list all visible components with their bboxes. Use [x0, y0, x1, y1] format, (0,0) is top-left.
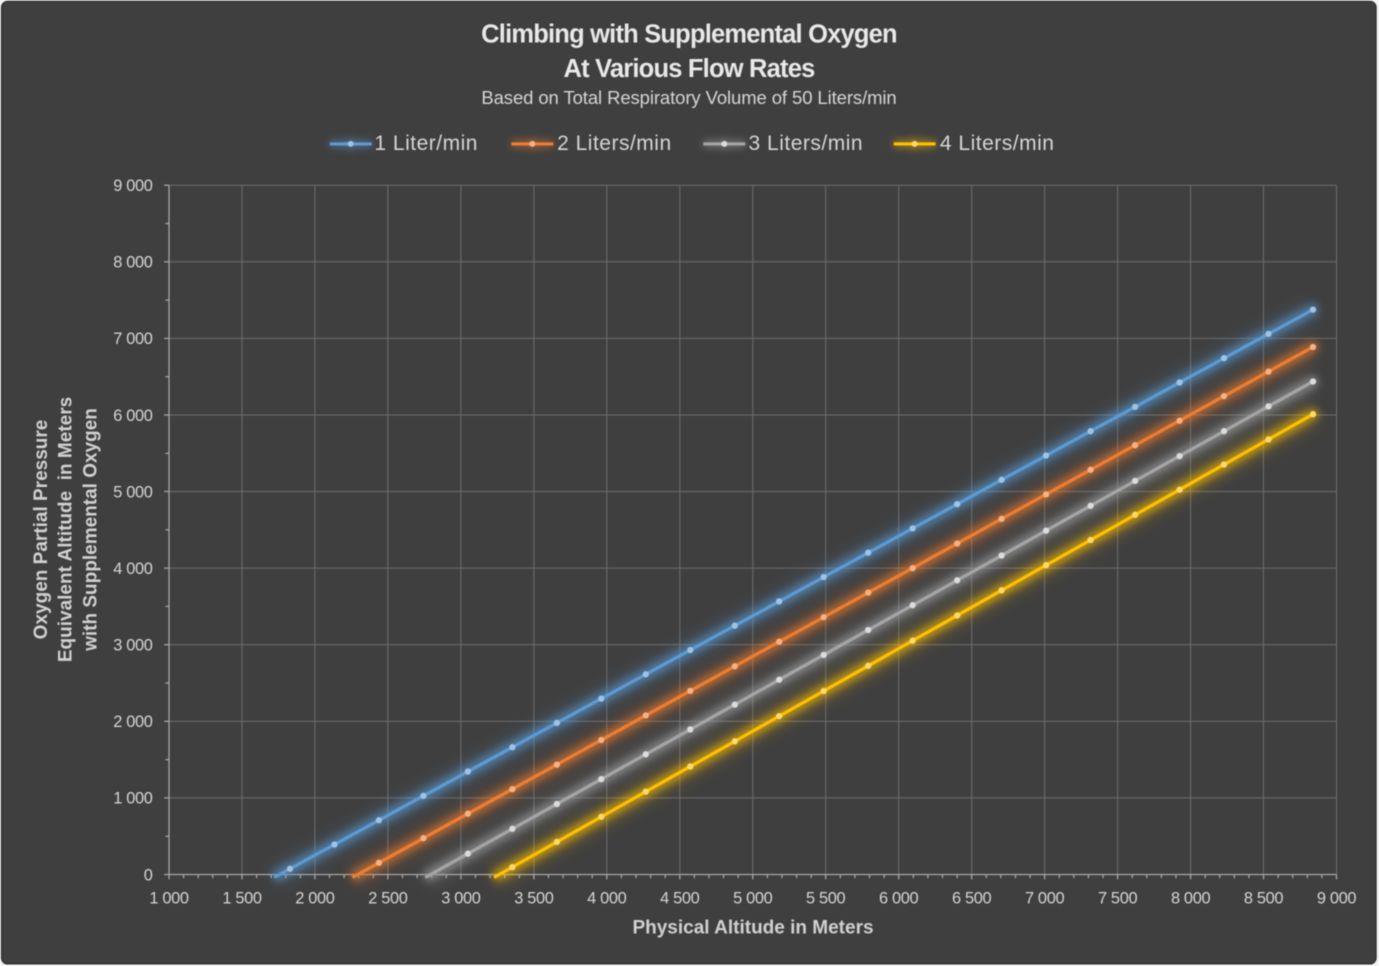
svg-text:4 500: 4 500 [660, 890, 700, 908]
svg-text:7 500: 7 500 [1098, 890, 1138, 908]
svg-text:Oxygen Partial Pressure: Oxygen Partial Pressure [31, 420, 52, 640]
svg-text:3 500: 3 500 [514, 890, 554, 908]
svg-text:4 000: 4 000 [113, 560, 153, 578]
svg-text:6 000: 6 000 [113, 407, 153, 425]
svg-text:4 Liters/min: 4 Liters/min [940, 132, 1055, 155]
svg-text:7 000: 7 000 [113, 330, 153, 348]
svg-text:2 000: 2 000 [113, 713, 153, 731]
svg-text:0: 0 [144, 866, 153, 884]
svg-text:1 000: 1 000 [149, 890, 189, 908]
svg-text:1 500: 1 500 [222, 890, 262, 908]
svg-text:5 500: 5 500 [806, 890, 846, 908]
svg-text:2 Liters/min: 2 Liters/min [557, 132, 672, 155]
svg-text:9 000: 9 000 [1317, 890, 1357, 908]
svg-text:8 500: 8 500 [1244, 890, 1284, 908]
svg-text:5 000: 5 000 [733, 890, 773, 908]
svg-text:1 000: 1 000 [113, 790, 153, 808]
svg-text:Physical Altitude in Meters: Physical Altitude in Meters [632, 918, 873, 939]
svg-text:8 000: 8 000 [1171, 890, 1211, 908]
svg-text:7 000: 7 000 [1025, 890, 1065, 908]
svg-text:4 000: 4 000 [587, 890, 627, 908]
svg-text:3 Liters/min: 3 Liters/min [749, 132, 864, 155]
svg-text:6 500: 6 500 [952, 890, 992, 908]
svg-text:3 000: 3 000 [441, 890, 481, 908]
svg-text:At Various Flow Rates: At Various Flow Rates [563, 55, 815, 83]
svg-text:with Supplemental Oxygen: with Supplemental Oxygen [81, 408, 102, 652]
svg-text:9 000: 9 000 [113, 177, 153, 195]
svg-text:6 000: 6 000 [879, 890, 919, 908]
svg-text:2 000: 2 000 [295, 890, 335, 908]
svg-text:8 000: 8 000 [113, 254, 153, 272]
svg-text:Climbing with Supplemental Oxy: Climbing with Supplemental Oxygen [481, 21, 897, 49]
svg-text:Equivalent Altitude in Meters: Equivalent Altitude in Meters [56, 397, 77, 662]
svg-text:3 000: 3 000 [113, 637, 153, 655]
svg-text:1 Liter/min: 1 Liter/min [374, 132, 478, 155]
svg-text:Based on Total Respiratory Vol: Based on Total Respiratory Volume of 50 … [481, 87, 896, 108]
svg-text:5 000: 5 000 [113, 483, 153, 501]
svg-text:2 500: 2 500 [368, 890, 408, 908]
